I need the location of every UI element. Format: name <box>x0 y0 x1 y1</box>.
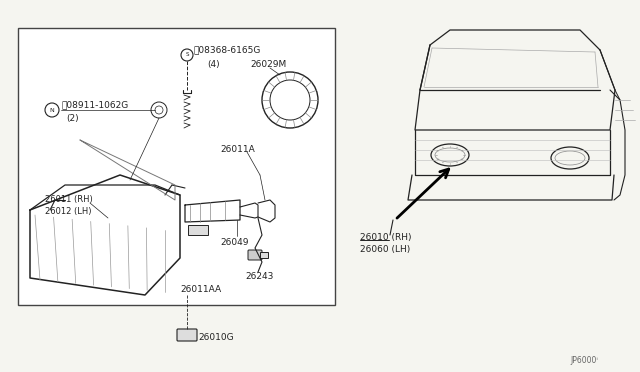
Text: JP6000ⁱ: JP6000ⁱ <box>570 356 598 365</box>
Text: 26011 (RH): 26011 (RH) <box>45 195 93 204</box>
Text: 26049: 26049 <box>220 238 248 247</box>
Text: 26243: 26243 <box>245 272 273 281</box>
Text: 26010G: 26010G <box>198 333 234 342</box>
Text: 26011AA: 26011AA <box>180 285 221 294</box>
Text: 26012 (LH): 26012 (LH) <box>45 207 92 216</box>
Text: (4): (4) <box>207 61 220 70</box>
Text: S: S <box>185 52 189 58</box>
Text: 26011A: 26011A <box>220 145 255 154</box>
Text: 26010 (RH): 26010 (RH) <box>360 233 412 242</box>
Bar <box>18 28 335 305</box>
Bar <box>188 225 208 235</box>
Text: 26029M: 26029M <box>250 60 286 69</box>
Bar <box>260 252 268 258</box>
Text: Ⓞ08911-1062G: Ⓞ08911-1062G <box>61 100 128 109</box>
Text: (2): (2) <box>66 115 79 124</box>
Text: Ⓝ08368-6165G: Ⓝ08368-6165G <box>194 45 261 55</box>
FancyBboxPatch shape <box>248 250 262 260</box>
Text: 26060 (LH): 26060 (LH) <box>360 245 410 254</box>
Text: N: N <box>50 108 54 112</box>
FancyBboxPatch shape <box>177 329 197 341</box>
